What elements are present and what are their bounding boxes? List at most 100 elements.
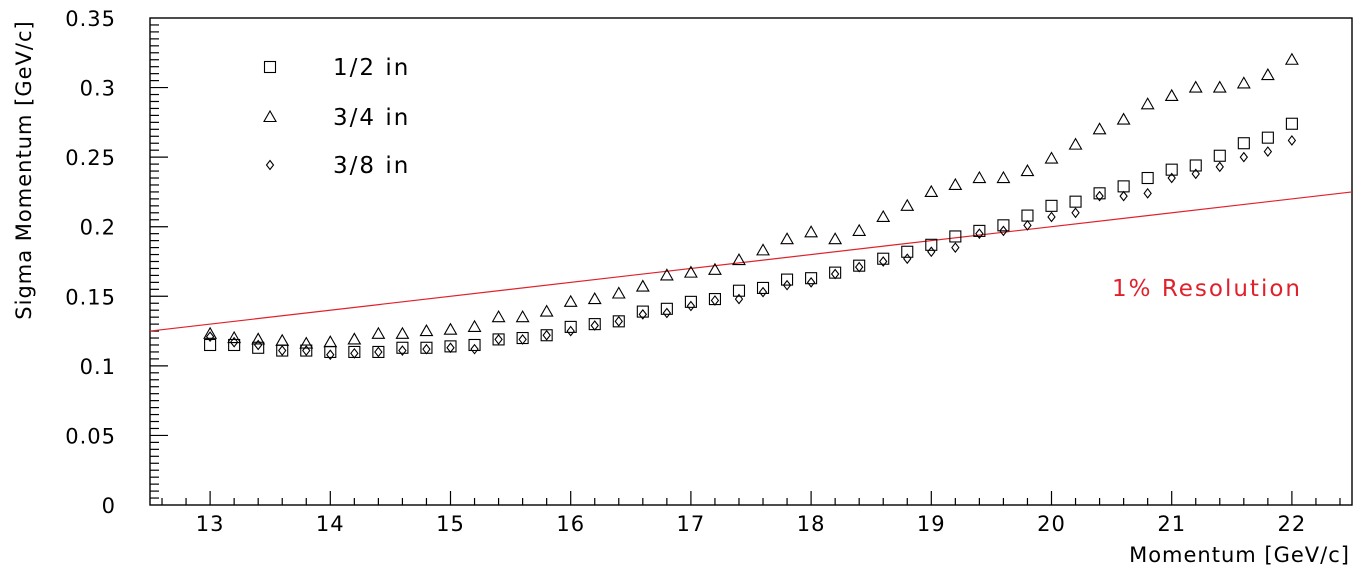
- x-tick-label: 21: [1157, 512, 1186, 536]
- data-point-square: [540, 329, 553, 342]
- data-point-square: [805, 272, 818, 285]
- data-point-triangle: [611, 286, 626, 299]
- data-point-triangle: [948, 177, 963, 191]
- data-point-triangle: [828, 232, 843, 245]
- data-point-diamond: [999, 225, 1008, 237]
- x-tick-label: 14: [316, 512, 345, 536]
- data-point-diamond: [903, 253, 912, 265]
- data-point-triangle: [419, 323, 434, 337]
- data-point-triangle: [251, 332, 266, 345]
- data-point-diamond: [374, 346, 383, 358]
- data-point-triangle: [996, 170, 1011, 184]
- x-tick-label: 13: [196, 512, 225, 536]
- data-point-triangle: [1164, 88, 1179, 101]
- legend: 1/2 in 3/4 in 3/8 in: [263, 55, 410, 179]
- data-point-diamond: [542, 329, 551, 341]
- data-point-square: [1261, 131, 1274, 144]
- data-point-diamond: [614, 315, 623, 327]
- data-point-triangle: [443, 322, 458, 335]
- data-point-square: [1285, 117, 1298, 130]
- data-point-triangle: [1020, 163, 1035, 177]
- data-point-triangle: [707, 262, 722, 275]
- x-axis: 13 14 15 16 17 18 19 20 21 22: [161, 491, 1341, 536]
- data-point-diamond: [1191, 168, 1200, 180]
- data-point-square: [564, 320, 577, 333]
- y-tick-label: 0.2: [80, 216, 116, 240]
- data-point-diamond: [1071, 207, 1080, 219]
- data-point-diamond: [590, 320, 599, 331]
- data-point-triangle: [635, 279, 650, 292]
- data-point-triangle: [395, 326, 410, 339]
- data-point-triangle: [203, 326, 218, 339]
- data-point-triangle: [1068, 137, 1083, 150]
- x-tick-label: 22: [1278, 512, 1307, 536]
- data-point-triangle: [371, 326, 386, 339]
- data-point-diamond: [229, 336, 239, 348]
- data-point-square: [492, 333, 505, 346]
- data-point-triangle: [227, 330, 242, 344]
- data-point-diamond: [1143, 187, 1152, 199]
- reference-line-group: [149, 191, 1353, 332]
- y-axis-title: Sigma Momentum [GeV/c]: [12, 20, 36, 319]
- data-point-diamond: [494, 334, 503, 345]
- data-point-diamond: [927, 246, 936, 258]
- data-point-diamond: [446, 342, 455, 354]
- data-point-diamond: [782, 279, 792, 291]
- data-point-diamond: [758, 286, 768, 298]
- data-point-triangle: [1260, 67, 1275, 81]
- data-point-diamond: [566, 325, 575, 337]
- data-point-diamond: [1047, 211, 1056, 223]
- data-point-triangle: [756, 243, 770, 256]
- data-point-triangle: [1284, 52, 1299, 65]
- data-point-diamond: [1119, 190, 1128, 202]
- data-point-diamond: [830, 268, 840, 280]
- data-point-diamond: [278, 345, 287, 356]
- y-tick-label: 0.05: [65, 424, 116, 448]
- y-axis: 0 0.05 0.1 0.15 0.2 0.25 0.3 0.35: [65, 7, 168, 518]
- y-tick-label: 0.1: [80, 355, 116, 379]
- data-point-square: [300, 344, 313, 357]
- x-tick-label: 20: [1037, 512, 1066, 536]
- x-tick-label: 17: [677, 512, 706, 536]
- y-tick-label: 0.35: [65, 7, 116, 31]
- data-point-triangle: [515, 310, 530, 323]
- data-point-diamond: [1167, 172, 1176, 184]
- data-point-triangle: [1188, 80, 1203, 93]
- data-point-square: [636, 305, 649, 318]
- data-point-square: [1165, 163, 1178, 176]
- data-point-diamond: [518, 334, 527, 345]
- data-point-square: [781, 273, 794, 286]
- data-point-square: [1069, 195, 1082, 208]
- data-point-square: [1213, 149, 1226, 162]
- data-point-triangle: [1212, 80, 1227, 93]
- legend-marker-diamond: [265, 159, 275, 171]
- data-point-triangle: [1092, 122, 1107, 135]
- data-point-square: [660, 302, 673, 315]
- data-point-square: [684, 295, 697, 308]
- data-point-diamond: [205, 331, 215, 343]
- data-point-triangle: [732, 253, 746, 266]
- data-point-square: [1189, 159, 1202, 172]
- reference-line-label: 1% Resolution: [1112, 276, 1302, 302]
- series-diamond: [205, 135, 1297, 361]
- legend-label: 3/8 in: [333, 153, 410, 179]
- data-point-square: [228, 338, 241, 352]
- data-point-square: [468, 338, 481, 352]
- data-point-triangle: [852, 223, 867, 236]
- legend-marker-square: [263, 60, 277, 74]
- data-point-square: [1237, 137, 1250, 150]
- data-point-square: [732, 284, 746, 297]
- data-point-triangle: [587, 291, 602, 305]
- x-tick-label: 18: [797, 512, 826, 536]
- data-point-square: [973, 224, 986, 237]
- data-point-square: [1021, 209, 1034, 222]
- legend-label: 3/4 in: [333, 105, 410, 131]
- data-point-triangle: [1044, 151, 1059, 164]
- data-point-triangle: [563, 294, 578, 307]
- data-point-square: [949, 230, 962, 243]
- data-point-diamond: [854, 261, 864, 273]
- x-axis-title: Momentum [GeV/c]: [1129, 543, 1350, 567]
- data-point-square: [372, 345, 385, 358]
- data-point-diamond: [1023, 219, 1032, 231]
- data-point-diamond: [470, 343, 479, 355]
